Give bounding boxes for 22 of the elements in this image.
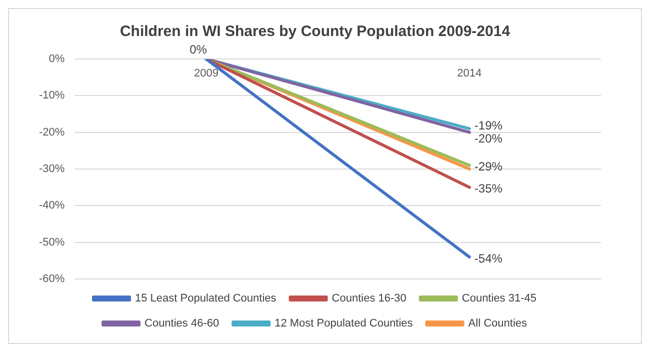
chart-title: Children in WI Shares by County Population 2009-2014 (120, 23, 511, 40)
y-tick-label: -50% (38, 236, 65, 248)
y-tick-label: -60% (38, 273, 65, 286)
legend-label: Counties 46-60 (144, 318, 220, 330)
data-label: -19% (474, 118, 503, 132)
legend-label: Counties 31-45 (462, 292, 536, 305)
y-tick-label: -10% (38, 90, 65, 102)
x-tick-label: 2009 (194, 68, 218, 80)
data-label: 0% (190, 42, 208, 56)
y-tick-label: -20% (38, 126, 65, 138)
legend-label: 12 Most Populated Counties (274, 318, 414, 330)
data-label: -20% (474, 131, 503, 146)
legend-label: 15 Least Populated Counties (135, 292, 277, 305)
data-label: -29% (474, 160, 503, 174)
data-label: -54% (474, 251, 503, 266)
data-label: -35% (474, 182, 503, 196)
y-tick-label: -40% (38, 200, 65, 212)
y-tick-label: 0% (48, 53, 65, 66)
legend-label: All Counties (468, 318, 528, 330)
legend-label: Counties 16-30 (332, 292, 406, 305)
x-tick-label: 2014 (457, 68, 482, 80)
y-tick-label: -30% (38, 163, 65, 176)
